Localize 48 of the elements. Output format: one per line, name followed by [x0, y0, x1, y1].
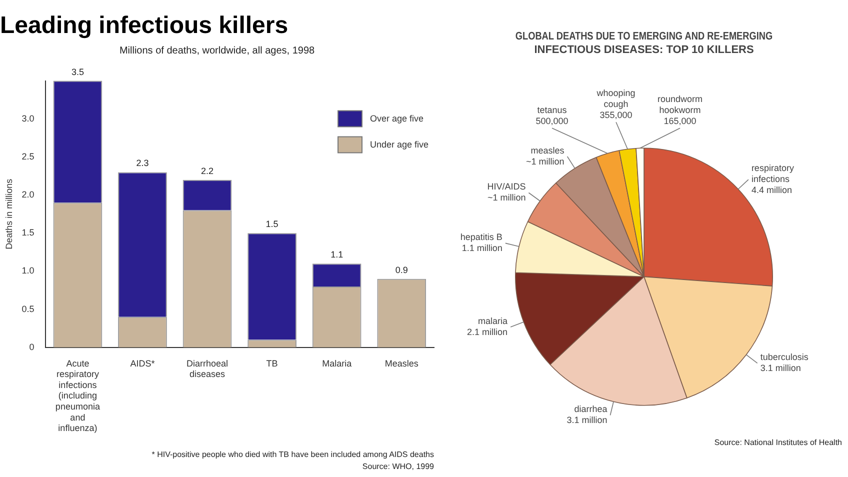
- data-label: 3.1 million: [760, 363, 801, 374]
- slice-label: diarrhea: [574, 404, 608, 414]
- data-label: 355,000: [600, 110, 632, 120]
- y-tick-label: 0: [29, 342, 34, 352]
- y-tick-label: 2.0: [22, 190, 34, 200]
- y-tick-label: 0.5: [22, 304, 34, 314]
- data-label: ~1 million: [487, 192, 526, 203]
- slice-label: malaria: [478, 316, 508, 326]
- x-tick-label: Diarrhoeal diseases: [186, 358, 228, 380]
- data-label: 1.1 million: [462, 243, 502, 254]
- text: * HIV-positive people who died with TB have been included among AIDS deaths: [152, 450, 434, 459]
- slice-label: measles: [530, 145, 565, 156]
- y-tick-label: 1.0: [22, 266, 34, 276]
- y-tick-label: 2.5: [22, 151, 34, 162]
- data-label: 165,000: [664, 116, 696, 126]
- data-label: 500,000: [536, 116, 568, 126]
- y-axis-title: Deaths in millions: [4, 178, 14, 250]
- slice-label: roundworm hookworm: [658, 94, 703, 116]
- legend-label: Under age five: [370, 139, 429, 150]
- x-tick-label: Measles: [384, 358, 419, 368]
- data-label: ~1 million: [526, 156, 564, 166]
- slice-label: tuberculosis: [760, 352, 809, 362]
- source-note: Source: WHO, 1999: [362, 462, 434, 471]
- x-tick-label: Acute respiratory infections (including pneumonia and influenza): [55, 358, 100, 434]
- data-label: 4.4 million: [751, 185, 792, 196]
- x-tick-label: AIDS*: [130, 358, 156, 368]
- data-label: 3.1 million: [566, 415, 608, 426]
- total-label: 2.2: [201, 166, 214, 176]
- y-tick-label: 1.5: [22, 228, 34, 238]
- chart-title: Leading infectious killers: [0, 12, 288, 40]
- source-note: Source: National Institutes of Health: [714, 438, 842, 447]
- chart-subtitle: Millions of deaths, worldwide, all ages, 1998: [119, 46, 315, 57]
- x-tick-label: TB: [266, 358, 278, 368]
- y-tick-label: 3.0: [22, 113, 34, 124]
- slice-label: whooping cough: [596, 88, 636, 110]
- data-label: 2.1 million: [467, 326, 508, 337]
- total-label: 3.5: [71, 66, 84, 77]
- slice-label: hepatitis B: [460, 232, 502, 242]
- slice-label: tetanus: [537, 105, 568, 116]
- total-label: 2.3: [136, 158, 149, 168]
- chart-title: GLOBAL DEATHS DUE TO EMERGING AND RE-EMERGING INFECTIOUS DISEASES: TOP 10 KILLERS: [515, 30, 773, 56]
- slice-label: respiratory infections: [751, 163, 794, 184]
- total-label: 1.1: [330, 250, 344, 260]
- slice-label: HIV/AIDS: [487, 182, 526, 192]
- total-label: 0.9: [395, 264, 408, 275]
- legend-label: Over age five: [370, 113, 424, 124]
- x-tick-label: Malaria: [322, 358, 352, 368]
- total-label: 1.5: [266, 219, 278, 230]
